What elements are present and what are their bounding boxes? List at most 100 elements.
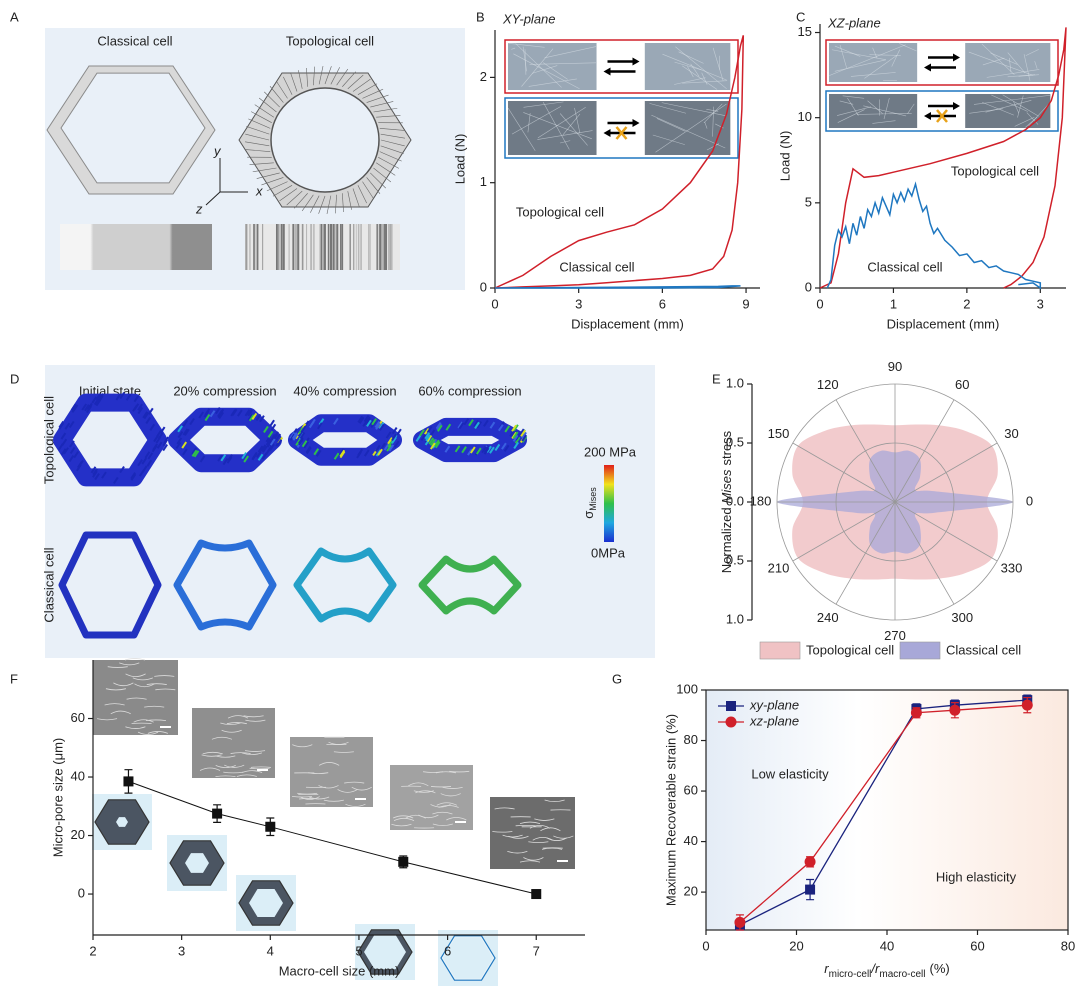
stress-texture bbox=[468, 419, 474, 427]
label-part: Normalized bbox=[719, 507, 734, 573]
x-tick-label: 2 bbox=[89, 943, 96, 958]
y-tick-label: 40 bbox=[71, 768, 85, 783]
photo-texture bbox=[574, 107, 581, 134]
sem-texture bbox=[146, 683, 167, 685]
sem-image bbox=[290, 737, 373, 807]
stress-texture bbox=[463, 418, 470, 426]
sem-texture bbox=[155, 688, 176, 691]
stress-texture bbox=[475, 447, 482, 455]
lattice-line bbox=[294, 193, 308, 209]
photo-texture bbox=[869, 54, 901, 56]
lattice-line bbox=[290, 73, 298, 92]
photo-texture bbox=[839, 44, 847, 69]
lattice-line bbox=[336, 68, 349, 86]
lattice-line bbox=[379, 151, 402, 162]
lattice-line bbox=[366, 94, 389, 103]
angle-label: 180 bbox=[750, 493, 772, 508]
photo-texture bbox=[1014, 116, 1035, 127]
label-part: r bbox=[824, 961, 829, 976]
stress-texture bbox=[338, 448, 345, 456]
stress-texture bbox=[486, 445, 492, 453]
photo-texture bbox=[704, 121, 708, 129]
classical-texture bbox=[60, 224, 212, 270]
data-point bbox=[1021, 699, 1033, 711]
lattice-line bbox=[357, 185, 367, 204]
lattice-line bbox=[266, 181, 288, 192]
stress-texture bbox=[514, 433, 521, 441]
lattice-line bbox=[352, 78, 371, 92]
stress-texture bbox=[263, 425, 269, 433]
stress-texture bbox=[137, 403, 143, 411]
legend-label: xy-plane bbox=[749, 697, 799, 712]
sem-texture bbox=[318, 785, 339, 789]
sem-texture bbox=[244, 750, 266, 752]
data-point bbox=[212, 808, 223, 819]
stress-texture bbox=[366, 419, 372, 427]
sem-texture bbox=[442, 786, 463, 789]
sem-texture bbox=[134, 683, 155, 688]
stress-texture bbox=[377, 448, 383, 456]
sem-texture bbox=[436, 802, 457, 806]
stress-texture bbox=[70, 403, 77, 411]
sem-texture bbox=[519, 860, 541, 863]
photo-texture bbox=[891, 49, 901, 67]
stress-texture bbox=[444, 445, 451, 453]
stress-texture bbox=[358, 416, 365, 424]
stress-texture bbox=[391, 427, 398, 435]
sample-hole bbox=[364, 934, 406, 970]
axis-name: z bbox=[195, 201, 203, 216]
axis-name: x bbox=[255, 183, 263, 198]
stress-texture bbox=[295, 438, 301, 446]
sem-image bbox=[390, 765, 473, 830]
lattice-line bbox=[254, 104, 275, 118]
photo-texture bbox=[544, 46, 597, 59]
curve-label: Classical cell bbox=[559, 259, 634, 274]
stress-texture bbox=[217, 409, 223, 417]
lattice-line bbox=[324, 66, 332, 85]
sem-texture bbox=[227, 715, 249, 719]
stress-texture bbox=[182, 419, 189, 427]
deformed-topological-cell bbox=[168, 407, 282, 473]
x-tick-label: 40 bbox=[880, 938, 894, 953]
sem-texture bbox=[432, 823, 453, 826]
block-mark bbox=[615, 126, 628, 140]
stress-texture bbox=[378, 422, 385, 430]
lattice-line bbox=[248, 118, 271, 129]
sem-texture bbox=[105, 688, 127, 691]
lattice-line bbox=[373, 107, 398, 113]
inset-title: XZ-plane bbox=[827, 15, 881, 30]
stress-texture bbox=[333, 417, 339, 425]
stress-texture bbox=[199, 455, 206, 463]
stress-texture bbox=[227, 454, 233, 462]
sem-texture bbox=[534, 818, 555, 821]
stress-texture bbox=[514, 436, 521, 444]
photo-texture bbox=[837, 109, 865, 123]
sem-texture bbox=[391, 823, 412, 827]
angle-label: 120 bbox=[817, 377, 839, 392]
x-tick-label: 0 bbox=[702, 938, 709, 953]
lattice-line bbox=[261, 177, 284, 186]
stress-texture bbox=[518, 428, 525, 436]
stress-texture bbox=[247, 409, 254, 417]
photo-texture bbox=[1008, 57, 1012, 73]
stress-texture bbox=[266, 440, 273, 448]
y-axis-label: Load (N) bbox=[452, 134, 467, 185]
inset-photo bbox=[829, 94, 918, 128]
stress-texture bbox=[93, 397, 100, 406]
stress-texture bbox=[387, 440, 394, 448]
deformed-classical-cell bbox=[58, 531, 162, 639]
stress-texture bbox=[198, 411, 205, 419]
stress-texture bbox=[512, 434, 519, 442]
radial-tick-label: 1.0 bbox=[726, 375, 744, 390]
stress-texture bbox=[391, 436, 397, 444]
cell-title: Classical cell bbox=[97, 33, 172, 48]
y-axis-label: Load (N) bbox=[777, 131, 792, 182]
data-point bbox=[805, 884, 816, 895]
angle-label: 330 bbox=[1001, 561, 1023, 576]
y-tick-label: 0 bbox=[480, 279, 487, 294]
stress-texture bbox=[511, 424, 517, 432]
polar-spoke bbox=[835, 399, 896, 503]
stress-texture bbox=[257, 445, 264, 453]
stress-texture bbox=[90, 466, 97, 474]
